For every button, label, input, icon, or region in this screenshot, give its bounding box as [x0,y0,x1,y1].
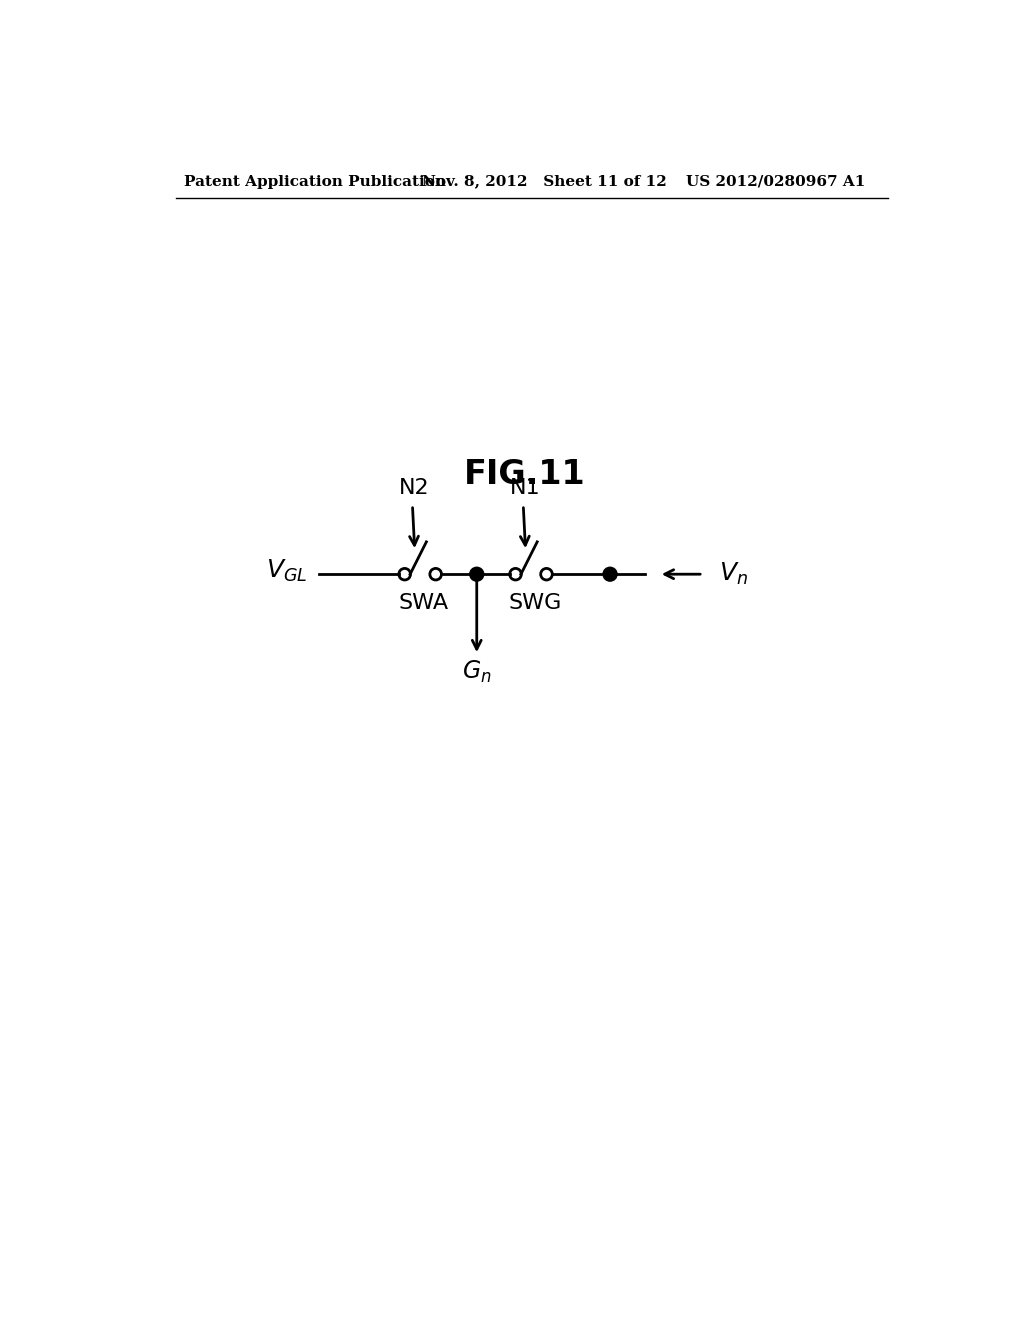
Text: US 2012/0280967 A1: US 2012/0280967 A1 [686,174,865,189]
Text: N2: N2 [398,478,429,498]
Text: Nov. 8, 2012   Sheet 11 of 12: Nov. 8, 2012 Sheet 11 of 12 [423,174,668,189]
Text: N1: N1 [510,478,540,498]
Text: SWG: SWG [508,594,561,614]
Text: FIG.11: FIG.11 [464,458,586,491]
Text: Patent Application Publication: Patent Application Publication [183,174,445,189]
Text: $V_{GL}$: $V_{GL}$ [266,558,308,585]
Text: $V_n$: $V_n$ [719,561,748,587]
Text: $G_n$: $G_n$ [462,659,492,685]
Circle shape [470,568,483,581]
Circle shape [603,568,617,581]
Text: SWA: SWA [399,594,450,614]
